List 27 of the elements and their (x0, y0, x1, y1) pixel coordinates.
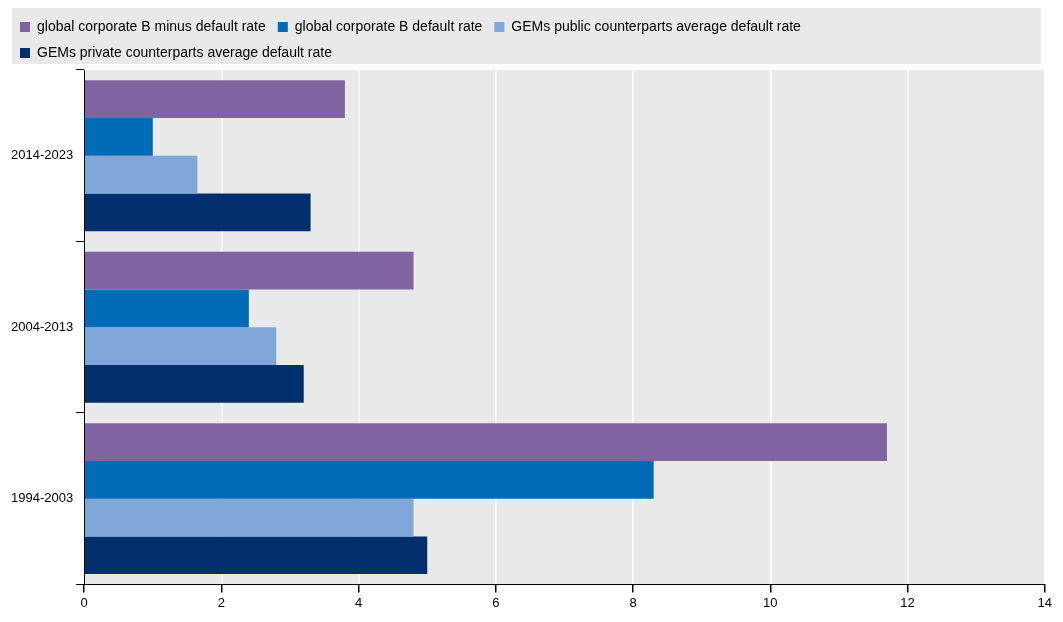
bar (84, 251, 414, 290)
legend-label: GEMs private counterparts average default rate (37, 43, 333, 60)
bar (84, 155, 198, 194)
x-tick-label: 4 (355, 594, 363, 610)
bar (84, 498, 414, 537)
bar (84, 118, 153, 156)
x-tick-label: 10 (763, 594, 778, 610)
bar (84, 80, 345, 119)
legend-label: global corporate B minus default rate (37, 17, 267, 34)
y-tick-label: 2014-2023 (11, 147, 74, 163)
x-tick-label: 12 (900, 594, 915, 610)
legend-label: GEMs public counterparts average default rate (511, 17, 802, 34)
x-tick-label: 14 (1037, 594, 1052, 610)
bar (84, 327, 277, 365)
bar (84, 193, 311, 232)
x-tick-label: 8 (629, 594, 637, 610)
bar (84, 423, 887, 461)
x-tick-label: 0 (80, 594, 88, 610)
bar (84, 364, 304, 403)
bar (84, 289, 249, 328)
y-tick-label: 2004-2013 (11, 318, 74, 334)
x-tick-label: 6 (492, 594, 500, 610)
bar (84, 536, 428, 575)
y-tick-label: 1994-2003 (11, 490, 74, 506)
x-tick-label: 2 (217, 594, 226, 610)
bar (84, 460, 654, 499)
legend-label: global corporate B default rate (294, 17, 483, 34)
